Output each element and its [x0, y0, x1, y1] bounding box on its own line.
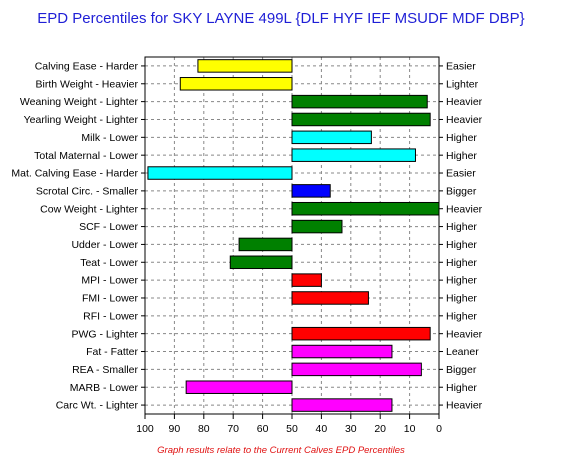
- row-label-left: REA - Smaller: [72, 364, 138, 376]
- row-label-left: Total Maternal - Lower: [34, 150, 138, 162]
- x-tick-label: 70: [227, 423, 239, 435]
- row-label-left: Calving Ease - Harder: [35, 61, 139, 73]
- row-label-right: Heavier: [446, 400, 483, 412]
- row-label-left: Milk - Lower: [81, 132, 138, 144]
- bar: [291, 326, 431, 341]
- row-label-right: Easier: [446, 61, 476, 73]
- row-label-left: Carc Wt. - Lighter: [56, 400, 139, 412]
- row-label-right: Lighter: [446, 78, 479, 90]
- x-tick-label: 0: [436, 423, 442, 435]
- row-label-left: Birth Weight - Heavier: [35, 78, 138, 90]
- x-tick-label: 100: [136, 423, 154, 435]
- row-label-left: SCF - Lower: [79, 221, 138, 233]
- bar: [291, 112, 431, 127]
- bar: [291, 362, 422, 377]
- row-label-right: Higher: [446, 310, 477, 322]
- bar: [197, 59, 293, 73]
- row-label-right: Bigger: [446, 364, 477, 376]
- bar: [291, 291, 369, 305]
- row-label-left: FMI - Lower: [82, 293, 139, 305]
- bar: [291, 273, 322, 287]
- bar: [147, 166, 293, 180]
- bar: [291, 148, 416, 162]
- row-label-left: Fat - Fatter: [86, 346, 138, 358]
- x-tick-label: 90: [169, 423, 181, 435]
- bar: [291, 184, 331, 198]
- row-label-left: PWG - Lighter: [71, 328, 138, 340]
- chart-title: EPD Percentiles for SKY LAYNE 499L {DLF …: [37, 10, 525, 27]
- bar: [238, 237, 293, 252]
- bar: [291, 201, 440, 216]
- x-tick-label: 40: [316, 423, 328, 435]
- row-label-left: Yearling Weight - Lighter: [24, 114, 139, 126]
- row-label-right: Higher: [446, 221, 477, 233]
- bar: [291, 219, 343, 234]
- row-label-left: Mat. Calving Ease - Harder: [11, 168, 138, 180]
- row-label-right: Higher: [446, 382, 477, 394]
- row-label-right: Higher: [446, 293, 477, 305]
- chart-footnote: Graph results relate to the Current Calv…: [157, 445, 405, 456]
- x-tick-label: 80: [198, 423, 210, 435]
- row-label-right: Higher: [446, 257, 477, 269]
- row-label-right: Heavier: [446, 203, 483, 215]
- row-label-right: Heavier: [446, 96, 483, 108]
- row-label-left: Cow Weight - Lighter: [40, 203, 138, 215]
- row-label-left: Weaning Weight - Lighter: [20, 96, 139, 108]
- x-tick-label: 10: [404, 423, 416, 435]
- bar: [185, 380, 293, 394]
- bar: [291, 398, 393, 412]
- x-tick-label: 50: [286, 423, 298, 435]
- bar: [291, 94, 428, 109]
- row-label-left: RFI - Lower: [83, 310, 138, 322]
- row-label-right: Heavier: [446, 114, 483, 126]
- x-tick-label: 30: [345, 423, 357, 435]
- row-label-right: Easier: [446, 168, 476, 180]
- plot-frame: [144, 56, 440, 415]
- row-label-left: MPI - Lower: [81, 275, 138, 287]
- x-tick-label: 60: [257, 423, 269, 435]
- row-label-left: Scrotal Circ. - Smaller: [36, 185, 139, 197]
- row-label-left: Udder - Lower: [71, 239, 138, 251]
- row-label-left: MARB - Lower: [70, 382, 139, 394]
- bar: [179, 77, 293, 91]
- bar: [291, 130, 372, 145]
- row-label-left: Teat - Lower: [80, 257, 138, 269]
- bar: [291, 344, 393, 359]
- row-label-right: Higher: [446, 239, 477, 251]
- row-label-right: Leaner: [446, 346, 479, 358]
- row-label-right: Higher: [446, 275, 477, 287]
- row-label-right: Higher: [446, 150, 477, 162]
- bar: [229, 255, 293, 270]
- row-label-right: Higher: [446, 132, 477, 144]
- x-tick-label: 20: [374, 423, 386, 435]
- row-label-right: Bigger: [446, 185, 477, 197]
- row-label-right: Heavier: [446, 328, 483, 340]
